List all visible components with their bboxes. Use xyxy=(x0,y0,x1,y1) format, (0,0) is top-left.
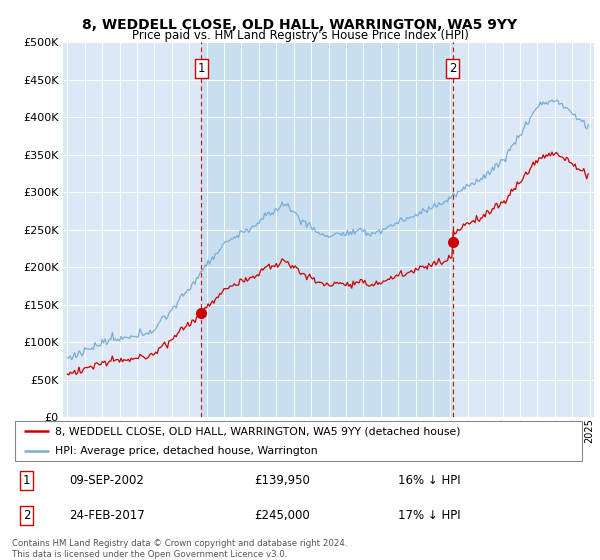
Text: 2: 2 xyxy=(23,509,30,522)
Text: £139,950: £139,950 xyxy=(254,474,310,487)
Text: Contains HM Land Registry data © Crown copyright and database right 2024.
This d: Contains HM Land Registry data © Crown c… xyxy=(12,539,347,559)
Text: 8, WEDDELL CLOSE, OLD HALL, WARRINGTON, WA5 9YY: 8, WEDDELL CLOSE, OLD HALL, WARRINGTON, … xyxy=(82,18,518,32)
Text: 24-FEB-2017: 24-FEB-2017 xyxy=(70,509,145,522)
Text: 17% ↓ HPI: 17% ↓ HPI xyxy=(398,509,461,522)
Text: 8, WEDDELL CLOSE, OLD HALL, WARRINGTON, WA5 9YY (detached house): 8, WEDDELL CLOSE, OLD HALL, WARRINGTON, … xyxy=(55,426,461,436)
Text: 09-SEP-2002: 09-SEP-2002 xyxy=(70,474,145,487)
Text: 1: 1 xyxy=(197,62,205,75)
Text: HPI: Average price, detached house, Warrington: HPI: Average price, detached house, Warr… xyxy=(55,446,318,456)
FancyBboxPatch shape xyxy=(15,421,582,461)
Text: 1: 1 xyxy=(23,474,30,487)
Text: Price paid vs. HM Land Registry's House Price Index (HPI): Price paid vs. HM Land Registry's House … xyxy=(131,29,469,42)
Text: 16% ↓ HPI: 16% ↓ HPI xyxy=(398,474,461,487)
Bar xyxy=(201,42,452,417)
Text: 2: 2 xyxy=(449,62,457,75)
Text: £245,000: £245,000 xyxy=(254,509,310,522)
